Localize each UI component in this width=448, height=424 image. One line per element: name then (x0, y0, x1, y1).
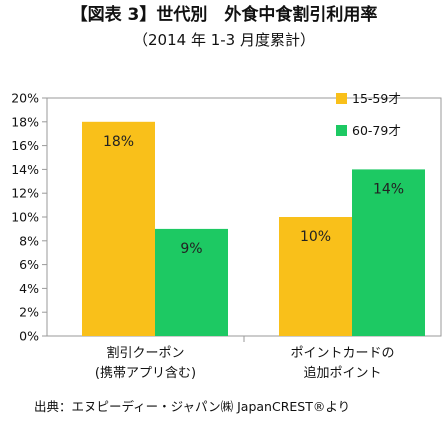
y-tick-label: 10% (11, 210, 39, 225)
data-label: 9% (180, 241, 202, 257)
legend-label: 60-79才 (352, 123, 401, 138)
bar-2-1 (155, 228, 228, 336)
legend-label: 15-59才 (352, 91, 401, 106)
y-tick-label: 2% (19, 305, 39, 320)
chart-title: 【図表 3】世代別 外食中食割引利用率 (70, 5, 378, 25)
data-label: 18% (103, 134, 134, 150)
y-tick-label: 14% (11, 162, 39, 177)
bar-2-2 (352, 169, 425, 336)
y-tick-label: 12% (11, 186, 39, 201)
bar-1-2 (279, 217, 352, 336)
bar-1-1 (82, 121, 155, 336)
y-tick-label: 0% (19, 329, 39, 344)
x-category-label: 割引クーポン (106, 345, 184, 361)
y-tick-label: 6% (19, 257, 39, 272)
y-tick-label: 4% (19, 281, 39, 296)
data-label: 10% (300, 229, 331, 245)
y-tick-label: 16% (11, 138, 39, 153)
data-label: 14% (373, 181, 404, 197)
x-category-label: (携帯アプリ含む) (95, 365, 196, 381)
source-note: 出典：エヌピーディー・ジャパン㈱ JapanCREST®より (34, 399, 351, 414)
legend-swatch-2 (336, 125, 347, 136)
y-tick-label: 20% (11, 91, 39, 106)
legend-swatch-1 (336, 93, 347, 104)
x-category-label: 追加ポイント (303, 365, 381, 381)
y-tick-label: 8% (19, 233, 39, 248)
x-category-label: ポイントカードの (290, 346, 394, 361)
chart-subtitle: （2014 年 1-3 月度累計） (133, 31, 315, 49)
y-tick-label: 18% (11, 114, 39, 129)
